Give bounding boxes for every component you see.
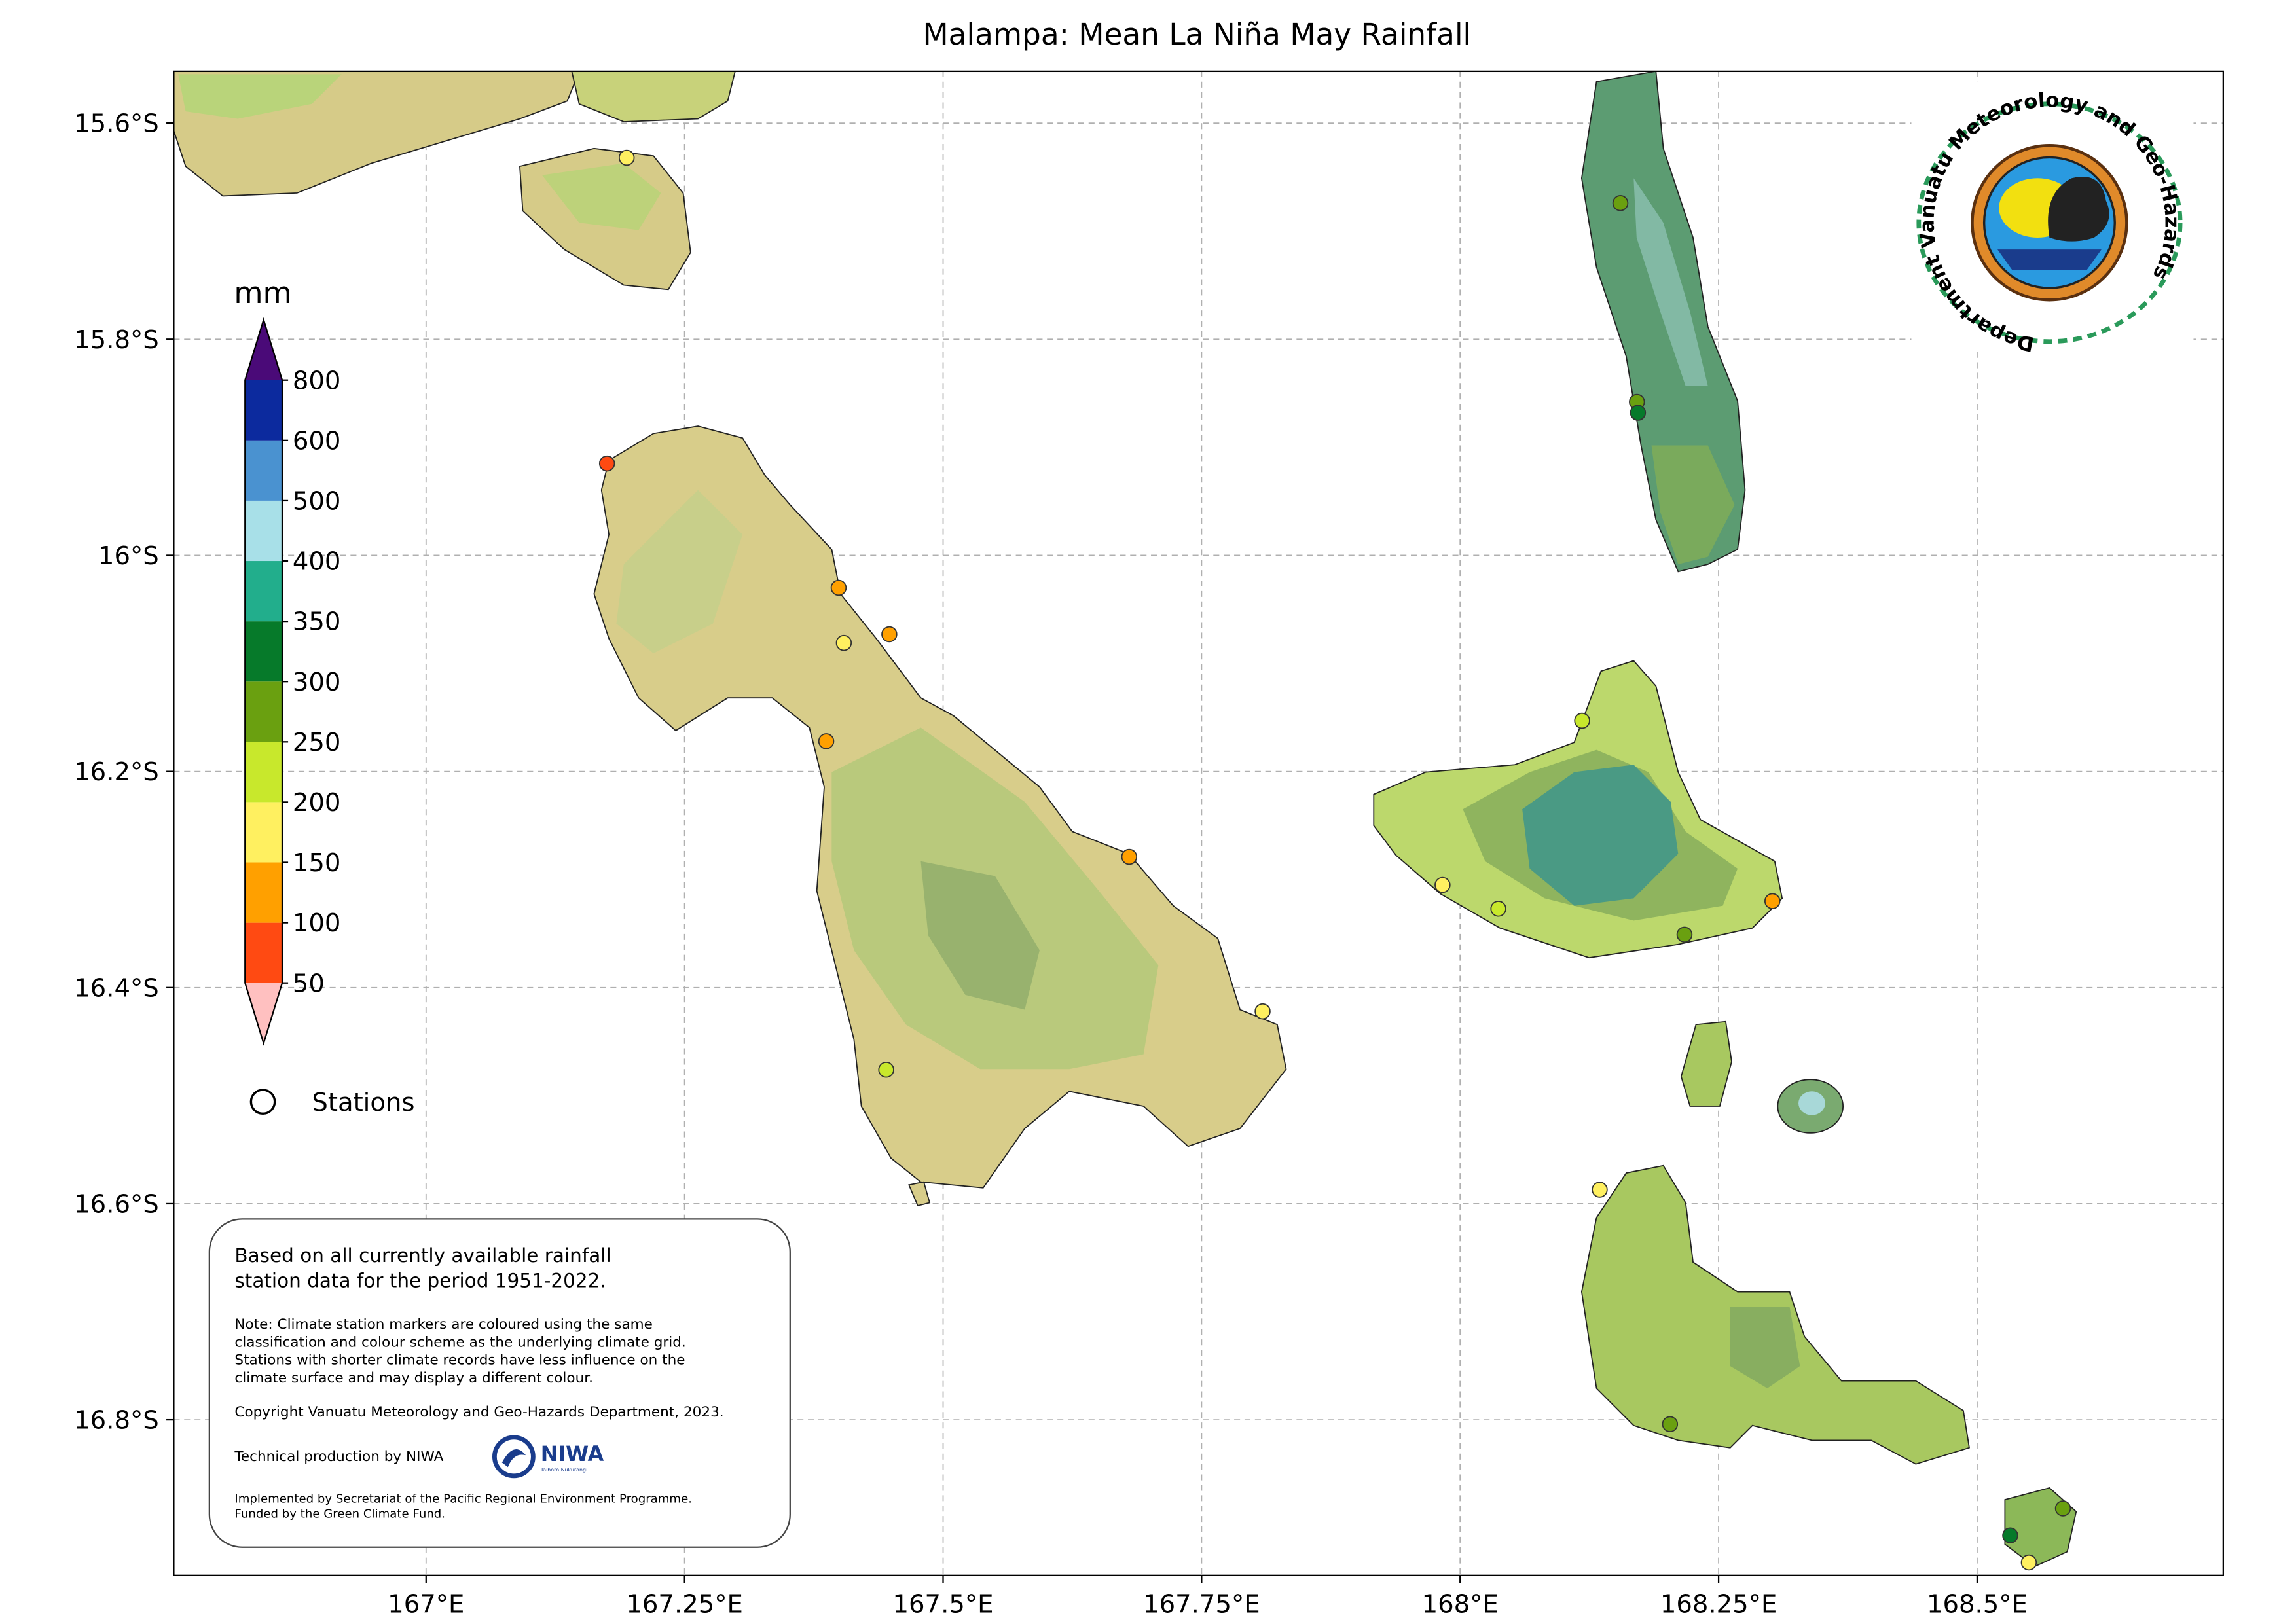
terrain-patch — [178, 74, 342, 119]
station — [1612, 195, 1629, 211]
island-paama — [1680, 1020, 1732, 1107]
colorbar-segment — [245, 561, 283, 622]
island-small — [571, 71, 736, 122]
colorbar: mm 50 100 150 200 250 300 350 400 500 600 800 — [234, 276, 341, 1046]
station — [1592, 1182, 1608, 1198]
terrain-patch — [1730, 1307, 1800, 1388]
y-tick-label: 16.4°S — [74, 973, 159, 1003]
y-tick-label: 16.6°S — [74, 1190, 159, 1219]
colorbar-label: 600 — [293, 426, 341, 456]
colorbar-segment — [245, 802, 283, 863]
station — [830, 579, 847, 596]
colorbar-segment — [245, 922, 283, 983]
colorbar-label: 100 — [293, 909, 341, 938]
map-title: Malampa: Mean La Niña May Rainfall — [923, 17, 1472, 52]
stations-layer — [598, 149, 2071, 1571]
station — [1434, 876, 1451, 893]
terrain-patch — [541, 163, 661, 230]
note-line: classification and colour scheme as the … — [234, 1334, 685, 1350]
terrain-patch — [616, 490, 743, 654]
logo-cloud — [2048, 176, 2109, 242]
islands — [173, 71, 2077, 1568]
y-tick-label: 16°S — [98, 541, 159, 571]
station — [1490, 901, 1506, 917]
niwa-name: NIWA — [541, 1443, 604, 1466]
x-tick-label: 167.25°E — [626, 1590, 743, 1619]
colorbar-segment — [245, 621, 283, 682]
x-tick-label: 167°E — [388, 1590, 464, 1619]
note-line: Note: Climate station markers are colour… — [234, 1316, 652, 1333]
info-line: station data for the period 1951-2022. — [234, 1270, 606, 1292]
y-tick-label: 15.8°S — [74, 325, 159, 355]
niwa-icon-wave — [501, 1449, 526, 1468]
station — [835, 634, 852, 651]
colorbar-label: 300 — [293, 668, 341, 697]
station — [818, 733, 835, 749]
islet — [908, 1181, 931, 1207]
station — [598, 455, 615, 472]
logo-base — [1997, 249, 2102, 270]
colorbar-segment — [245, 742, 283, 803]
x-tick-label: 168.5°E — [1927, 1590, 2028, 1619]
station — [878, 1061, 894, 1078]
info-box — [208, 1218, 791, 1548]
note-line: climate surface and may display a differ… — [234, 1370, 593, 1386]
niwa-tagline: Taihoro Nukurangi — [540, 1467, 588, 1473]
x-tick-label: 168°E — [1422, 1590, 1499, 1619]
y-tick-label: 16.2°S — [74, 757, 159, 787]
terrain-patch — [1633, 178, 1708, 386]
colorbar-label: 50 — [293, 969, 325, 998]
axis-labels: 167°E 167.25°E 167.5°E 167.75°E 168°E 168.25°… — [74, 109, 2028, 1619]
terrain-patch — [920, 861, 1040, 1010]
legend-marker — [249, 1089, 276, 1115]
x-tick-label: 167.75°E — [1143, 1590, 1260, 1619]
x-tick-label: 167.5°E — [893, 1590, 994, 1619]
station — [1630, 405, 1647, 421]
colorbar-unit: mm — [234, 276, 291, 310]
station — [2002, 1527, 2018, 1543]
colorbar-segment — [245, 862, 283, 923]
colorbar-label: 200 — [293, 788, 341, 818]
terrain-patch — [1651, 445, 1735, 565]
legend-label: Stations — [312, 1088, 414, 1117]
y-tick-label: 15.6°S — [74, 109, 159, 139]
vmgd-logo: Department Vanuatu Meteorology and Geo-H… — [1916, 89, 2183, 355]
colorbar-segment — [245, 440, 283, 501]
station — [1254, 1003, 1271, 1020]
station — [1662, 1416, 1679, 1432]
station — [2020, 1554, 2037, 1571]
info-line: Based on all currently available rainfal… — [234, 1244, 611, 1267]
station — [618, 149, 635, 166]
colorbar-segment — [245, 380, 283, 441]
terrain-patch — [1522, 765, 1679, 906]
station — [1574, 712, 1590, 729]
implemented-line: Funded by the Green Climate Fund. — [234, 1507, 445, 1521]
station — [1676, 926, 1693, 943]
colorbar-over — [245, 319, 283, 380]
technical-credit: Technical production by NIWA — [234, 1449, 443, 1465]
colorbar-label: 150 — [293, 848, 341, 878]
station — [2054, 1500, 2071, 1517]
colorbar-label: 800 — [293, 366, 341, 395]
colorbar-label: 500 — [293, 487, 341, 516]
colorbar-label: 400 — [293, 547, 341, 577]
station — [1764, 893, 1781, 909]
colorbar-segment — [245, 500, 283, 562]
colorbar-label: 250 — [293, 728, 341, 757]
note-line: Stations with shorter climate records ha… — [234, 1352, 685, 1369]
logo-laurel — [1916, 101, 2183, 344]
plot-frame — [173, 70, 2224, 1576]
implemented-line: Implemented by Secretariat of the Pacifi… — [234, 1492, 692, 1506]
station — [881, 626, 898, 643]
y-tick-label: 16.8°S — [74, 1406, 159, 1435]
station — [1121, 848, 1138, 865]
colorbar-label: 350 — [293, 607, 341, 637]
terrain-patch — [1798, 1091, 1825, 1115]
x-tick-label: 168.25°E — [1660, 1590, 1777, 1619]
colorbar-segment — [245, 681, 283, 742]
colorbar-under — [245, 983, 283, 1043]
copyright: Copyright Vanuatu Meteorology and Geo-Ha… — [234, 1404, 723, 1420]
